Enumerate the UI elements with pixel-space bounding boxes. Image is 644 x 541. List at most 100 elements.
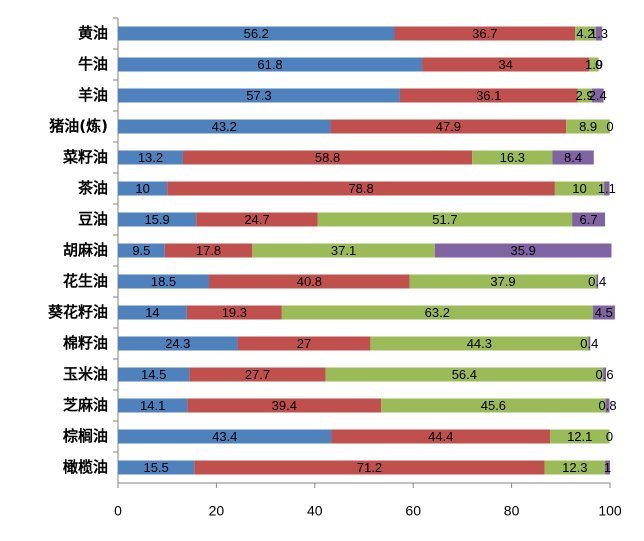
bar-segment bbox=[186, 305, 282, 320]
bar-segment bbox=[566, 119, 610, 134]
value-label: 10 bbox=[572, 181, 586, 196]
bar-segment bbox=[118, 57, 423, 72]
x-tick-label: 80 bbox=[504, 503, 520, 519]
value-label: 16.3 bbox=[500, 150, 525, 165]
y-tick-label: 猪油(炼) bbox=[48, 117, 108, 135]
bar-segment bbox=[167, 181, 555, 196]
y-tick-label: 牛油 bbox=[78, 55, 108, 73]
value-label: 13.2 bbox=[138, 150, 163, 165]
bar-segment bbox=[237, 336, 371, 351]
value-label: 57.3 bbox=[246, 88, 271, 103]
value-label: 15.5 bbox=[143, 460, 168, 475]
value-label: 6.7 bbox=[580, 212, 598, 227]
value-label: 34 bbox=[498, 57, 512, 72]
bar-segment bbox=[118, 398, 188, 413]
bar-segment bbox=[552, 150, 594, 165]
bar-segment bbox=[209, 274, 410, 289]
value-label: 37.9 bbox=[490, 274, 515, 289]
value-label: 27.7 bbox=[245, 367, 270, 382]
bar-segment bbox=[472, 150, 553, 165]
value-label: 24.3 bbox=[165, 336, 190, 351]
bar-segment bbox=[544, 460, 606, 475]
value-label: 56.2 bbox=[244, 26, 269, 41]
y-tick-label: 棉籽油 bbox=[63, 334, 108, 352]
bar-segment bbox=[589, 57, 599, 72]
value-label: 37.1 bbox=[331, 243, 356, 258]
x-tick-label: 0 bbox=[114, 503, 122, 519]
bar-segment bbox=[317, 212, 573, 227]
bar-segment bbox=[575, 26, 596, 41]
value-label: 24.7 bbox=[244, 212, 269, 227]
x-tick-label: 100 bbox=[598, 503, 622, 519]
value-label: 0 bbox=[595, 57, 602, 72]
bar-segment bbox=[577, 88, 592, 103]
value-label: 43.2 bbox=[212, 119, 237, 134]
x-tick-label: 60 bbox=[405, 503, 421, 519]
bar-segment bbox=[572, 212, 606, 227]
bar-segment bbox=[592, 305, 615, 320]
bar-segment bbox=[118, 26, 395, 41]
value-label: 1.3 bbox=[590, 26, 608, 41]
bar-segment bbox=[554, 181, 605, 196]
value-label: 12.1 bbox=[567, 429, 592, 444]
value-label: 1.1 bbox=[598, 181, 616, 196]
value-label: 15.9 bbox=[144, 212, 169, 227]
value-label: 51.7 bbox=[432, 212, 457, 227]
bar-segment bbox=[549, 429, 610, 444]
y-tick-label: 橄榄油 bbox=[63, 458, 108, 476]
bar-segment bbox=[591, 88, 604, 103]
value-label: 71.2 bbox=[357, 460, 382, 475]
bar-segment bbox=[118, 88, 400, 103]
value-label: 0.6 bbox=[596, 367, 614, 382]
y-tick-label: 羊油 bbox=[78, 86, 108, 104]
value-label: 63.2 bbox=[425, 305, 450, 320]
value-label: 58.8 bbox=[315, 150, 340, 165]
value-label: 8.4 bbox=[564, 150, 582, 165]
value-label: 0.4 bbox=[588, 274, 606, 289]
value-label: 14.5 bbox=[141, 367, 166, 382]
bar-segment bbox=[118, 243, 165, 258]
value-label: 19.3 bbox=[222, 305, 247, 320]
y-tick-label: 花生油 bbox=[63, 272, 108, 290]
value-label: 27 bbox=[297, 336, 311, 351]
value-label: 35.9 bbox=[511, 243, 536, 258]
bar-segment bbox=[118, 336, 238, 351]
bar-segment bbox=[605, 460, 610, 475]
bar-segment bbox=[330, 119, 567, 134]
bar-segment bbox=[381, 398, 606, 413]
value-label: 4.5 bbox=[595, 305, 613, 320]
value-label: 36.7 bbox=[472, 26, 497, 41]
value-label: 2.9 bbox=[576, 88, 594, 103]
value-label: 78.8 bbox=[348, 181, 373, 196]
bar-segment bbox=[595, 26, 603, 41]
value-label: 0.8 bbox=[599, 398, 617, 413]
value-label: 14 bbox=[145, 305, 159, 320]
value-label: 61.8 bbox=[257, 57, 282, 72]
bar-segment bbox=[196, 212, 318, 227]
y-tick-label: 豆油 bbox=[78, 210, 108, 228]
value-label: 0.4 bbox=[580, 336, 598, 351]
bar-segment bbox=[605, 398, 610, 413]
value-label: 4.2 bbox=[576, 26, 594, 41]
y-tick-label: 菜籽油 bbox=[62, 148, 108, 166]
bar-segment bbox=[118, 212, 197, 227]
value-label: 47.9 bbox=[436, 119, 461, 134]
bar-segment bbox=[370, 336, 589, 351]
y-tick-label: 玉米油 bbox=[63, 365, 108, 383]
bar-segment bbox=[118, 274, 210, 289]
bar-segment bbox=[434, 243, 612, 258]
bar-segment bbox=[604, 181, 610, 196]
bar-segment bbox=[325, 367, 604, 382]
y-tick-label: 胡麻油 bbox=[63, 241, 108, 259]
bar-segment bbox=[394, 26, 576, 41]
bar-segment bbox=[252, 243, 435, 258]
bar-segment bbox=[409, 274, 597, 289]
value-label: 8.9 bbox=[579, 119, 597, 134]
bar-segment bbox=[596, 274, 599, 289]
bar-segment bbox=[118, 119, 331, 134]
bar-segment bbox=[118, 429, 332, 444]
bar-segment bbox=[118, 150, 183, 165]
x-tick-label: 40 bbox=[307, 503, 323, 519]
bar-segment bbox=[164, 243, 253, 258]
